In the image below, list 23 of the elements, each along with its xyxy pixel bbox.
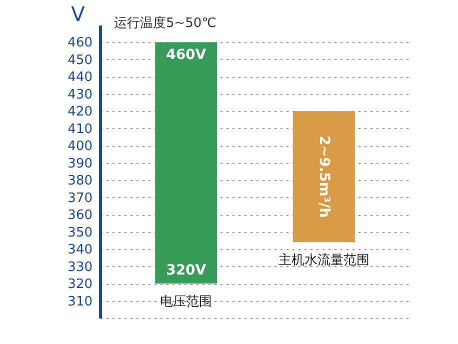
x-tick-label: 电压范围 xyxy=(160,294,212,310)
y-tick-label: 400 xyxy=(68,139,92,154)
y-tick-label: 440 xyxy=(68,70,92,86)
y-tick-label: 450 xyxy=(68,52,92,68)
y-tick-label: 350 xyxy=(68,225,92,240)
y-tick-label: 340 xyxy=(68,242,92,258)
annotation: 460V xyxy=(166,47,206,64)
y-tick-label: 360 xyxy=(68,208,92,224)
y-tick-label: 420 xyxy=(68,104,92,120)
annotation: 2~9.5m³/h xyxy=(316,136,332,218)
y-axis-title: V xyxy=(71,2,86,26)
y-tick-label: 430 xyxy=(68,87,92,102)
y-tick-label: 380 xyxy=(68,174,92,189)
annotation: 320V xyxy=(166,262,206,279)
y-tick-label: 370 xyxy=(68,190,92,206)
y-tick-label: 320 xyxy=(68,277,92,292)
chart-title: 运行温度5~50℃ xyxy=(114,15,216,31)
y-tick-label: 330 xyxy=(68,260,92,275)
y-tick-label: 410 xyxy=(68,122,92,137)
y-tick-label: 390 xyxy=(68,156,92,172)
y-tick-label: 460 xyxy=(68,36,92,51)
y-tick-label: 310 xyxy=(68,294,92,310)
x-tick-label: 主机水流量范围 xyxy=(278,252,370,268)
